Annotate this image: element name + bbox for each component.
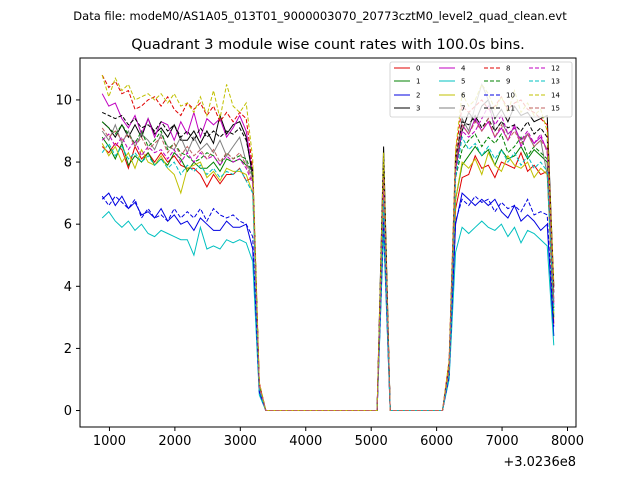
- legend-label-8: 8: [506, 65, 510, 73]
- legend-label-9: 9: [506, 78, 510, 86]
- y-tick-label: 6: [64, 218, 72, 233]
- x-tick-label: 5000: [355, 434, 388, 449]
- x-tick-label: 3000: [224, 434, 257, 449]
- legend-label-11: 11: [506, 105, 515, 113]
- series-line-10: [101, 195, 555, 411]
- series-line-5: [101, 210, 555, 411]
- legend-label-6: 6: [461, 92, 466, 100]
- y-tick-label: 10: [55, 93, 72, 108]
- series-line-15: [101, 117, 555, 411]
- x-tick-label: 2000: [158, 434, 191, 449]
- y-tick-label: 2: [64, 342, 72, 357]
- legend-label-1: 1: [416, 78, 420, 86]
- series-line-6: [101, 143, 555, 411]
- legend-frame: [389, 61, 573, 118]
- legend-label-13: 13: [551, 78, 560, 86]
- x-tick-label: 8000: [551, 434, 584, 449]
- legend-label-7: 7: [461, 105, 465, 113]
- legend-label-12: 12: [551, 65, 560, 73]
- legend-label-5: 5: [461, 78, 465, 86]
- series-line-13: [101, 135, 555, 411]
- plot-frame: [79, 57, 577, 428]
- y-tick-label: 4: [64, 280, 72, 295]
- legend-label-4: 4: [461, 65, 466, 73]
- chart-title: Quadrant 3 module wise count rates with …: [131, 37, 525, 53]
- y-axis: 0 2 4 6 8 10: [55, 93, 80, 419]
- series-line-0: [101, 142, 555, 411]
- y-tick-label: 8: [64, 156, 72, 171]
- x-offset-label: +3.0236e8: [503, 455, 576, 470]
- series-layer: [101, 74, 555, 411]
- series-line-9: [101, 121, 555, 411]
- legend-label-10: 10: [506, 92, 515, 100]
- y-tick-label: 0: [64, 404, 72, 419]
- series-line-1: [101, 136, 555, 411]
- legend-label-14: 14: [551, 92, 560, 100]
- legend-label-2: 2: [416, 92, 420, 100]
- legend-label-15: 15: [551, 105, 560, 113]
- x-tick-label: 1000: [93, 434, 126, 449]
- figure-suptitle: Data file: modeM0/AS1A05_013T01_90000030…: [73, 9, 567, 23]
- x-tick-label: 7000: [486, 434, 519, 449]
- legend-label-0: 0: [416, 65, 420, 73]
- x-tick-label: 4000: [289, 434, 322, 449]
- series-line-3: [101, 99, 555, 411]
- x-tick-label: 6000: [420, 434, 453, 449]
- x-axis: 1000 2000 3000 4000 5000 6000 7000 8000: [93, 427, 584, 449]
- series-line-11: [101, 111, 555, 411]
- legend-label-3: 3: [416, 105, 420, 113]
